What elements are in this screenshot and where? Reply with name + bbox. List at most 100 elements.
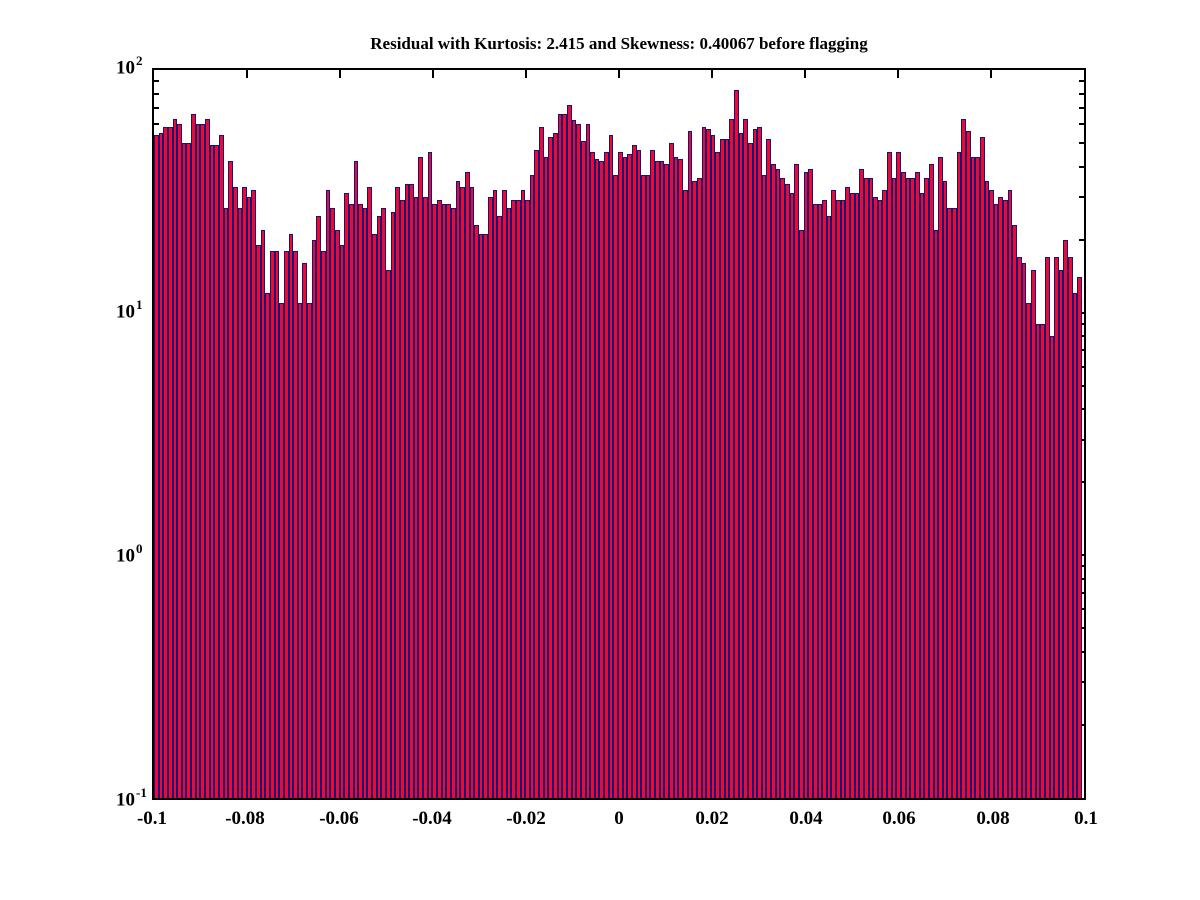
axis-tick <box>339 70 341 78</box>
histogram-bar <box>502 190 507 798</box>
histogram-bar <box>167 127 173 798</box>
histogram-bar <box>209 145 215 798</box>
histogram-bar <box>1063 239 1069 798</box>
histogram-bar <box>738 133 744 798</box>
histogram-bar <box>154 134 159 798</box>
histogram-bar <box>260 229 266 798</box>
histogram-bar <box>706 129 711 798</box>
histogram-bar <box>961 118 966 798</box>
histogram-bar <box>757 127 762 798</box>
histogram-bar <box>367 186 373 798</box>
histogram-bar <box>966 131 971 798</box>
histogram-bar <box>1058 269 1064 798</box>
histogram-bar <box>339 245 345 798</box>
axis-tick <box>1079 166 1084 168</box>
axis-tick <box>1079 107 1084 109</box>
histogram-bar <box>576 123 581 798</box>
histogram-bar <box>831 190 837 798</box>
histogram-bar <box>172 118 178 798</box>
axis-tick <box>1079 80 1084 82</box>
axis-tick <box>154 93 159 95</box>
histogram-bar <box>511 200 516 798</box>
histogram-bar <box>297 302 303 798</box>
histogram-bar <box>655 161 660 798</box>
histogram-bar <box>311 239 317 798</box>
histogram-bar <box>682 190 688 798</box>
histogram-bar <box>989 190 994 798</box>
histogram-bar <box>413 196 419 798</box>
axis-tick <box>804 70 806 78</box>
histogram-bar <box>1049 336 1055 798</box>
axis-tick <box>1079 196 1084 198</box>
histogram-bar <box>947 208 953 798</box>
y-tick-label: 100 <box>116 541 143 567</box>
histogram-bar <box>956 151 962 798</box>
histogram-bar <box>191 113 196 798</box>
histogram-bar <box>636 149 642 798</box>
histogram-bar <box>710 134 716 798</box>
axis-tick <box>618 70 620 78</box>
histogram-bar <box>631 145 637 798</box>
histogram-bar <box>673 156 679 798</box>
histogram-bar <box>358 204 363 798</box>
histogram-bar <box>608 134 614 798</box>
histogram-bar <box>279 302 284 798</box>
histogram-bar <box>464 171 470 798</box>
histogram-bar <box>696 177 702 798</box>
histogram-bar <box>274 250 280 798</box>
histogram-bar <box>1017 256 1022 798</box>
histogram-bar <box>181 143 187 798</box>
histogram-bar <box>645 174 651 798</box>
histogram-bar <box>580 140 586 798</box>
histogram-bar <box>316 216 322 798</box>
histogram-bar <box>478 234 484 798</box>
histogram-bar <box>979 136 985 798</box>
x-tick-label: -0.02 <box>506 808 546 829</box>
histogram-bar <box>826 216 832 798</box>
histogram-bar <box>539 127 544 798</box>
plot-area <box>152 68 1086 800</box>
histogram-bar <box>376 216 382 798</box>
histogram-bar <box>618 151 623 798</box>
histogram-bar <box>1077 277 1082 798</box>
histogram-bar <box>604 151 609 798</box>
histogram-bar <box>237 208 243 798</box>
histogram-bar <box>1026 302 1031 798</box>
axis-tick <box>154 107 159 109</box>
histogram-bar <box>437 200 442 798</box>
histogram-bar <box>1044 256 1050 798</box>
histogram-bar <box>353 161 359 798</box>
histogram-bar <box>752 129 758 798</box>
histogram-bar <box>288 234 294 798</box>
histogram-bar <box>1040 323 1045 798</box>
histogram-bar <box>432 204 438 798</box>
histogram-bar <box>571 120 577 798</box>
histogram-bar <box>701 127 707 798</box>
histogram-bar <box>427 151 433 798</box>
histogram-bar <box>195 123 201 798</box>
x-tick-label: -0.04 <box>412 808 452 829</box>
histogram-bar <box>669 143 674 798</box>
histogram-bar <box>218 134 224 798</box>
x-tick-label: 0.08 <box>976 808 1010 829</box>
histogram-bar <box>585 123 591 798</box>
histogram-bar <box>873 196 878 798</box>
histogram-bar <box>1007 190 1013 798</box>
histogram-bar <box>613 174 618 798</box>
chart-title: Residual with Kurtosis: 2.415 and Skewne… <box>370 34 868 53</box>
histogram-bar <box>497 216 502 798</box>
x-tick-label: -0.1 <box>136 808 168 829</box>
histogram-bar <box>794 163 799 798</box>
histogram-bar <box>330 208 335 798</box>
histogram-bar <box>399 200 405 798</box>
histogram-bar <box>302 263 308 798</box>
histogram-bar <box>938 156 943 798</box>
histogram-bar <box>863 177 869 798</box>
histogram-bar <box>293 250 298 798</box>
histogram-bar <box>492 190 498 798</box>
histogram-bar <box>942 180 948 798</box>
histogram-bar <box>246 196 252 798</box>
histogram-bar <box>1003 200 1008 798</box>
histogram-bar <box>214 145 219 798</box>
histogram-bar <box>650 149 656 798</box>
